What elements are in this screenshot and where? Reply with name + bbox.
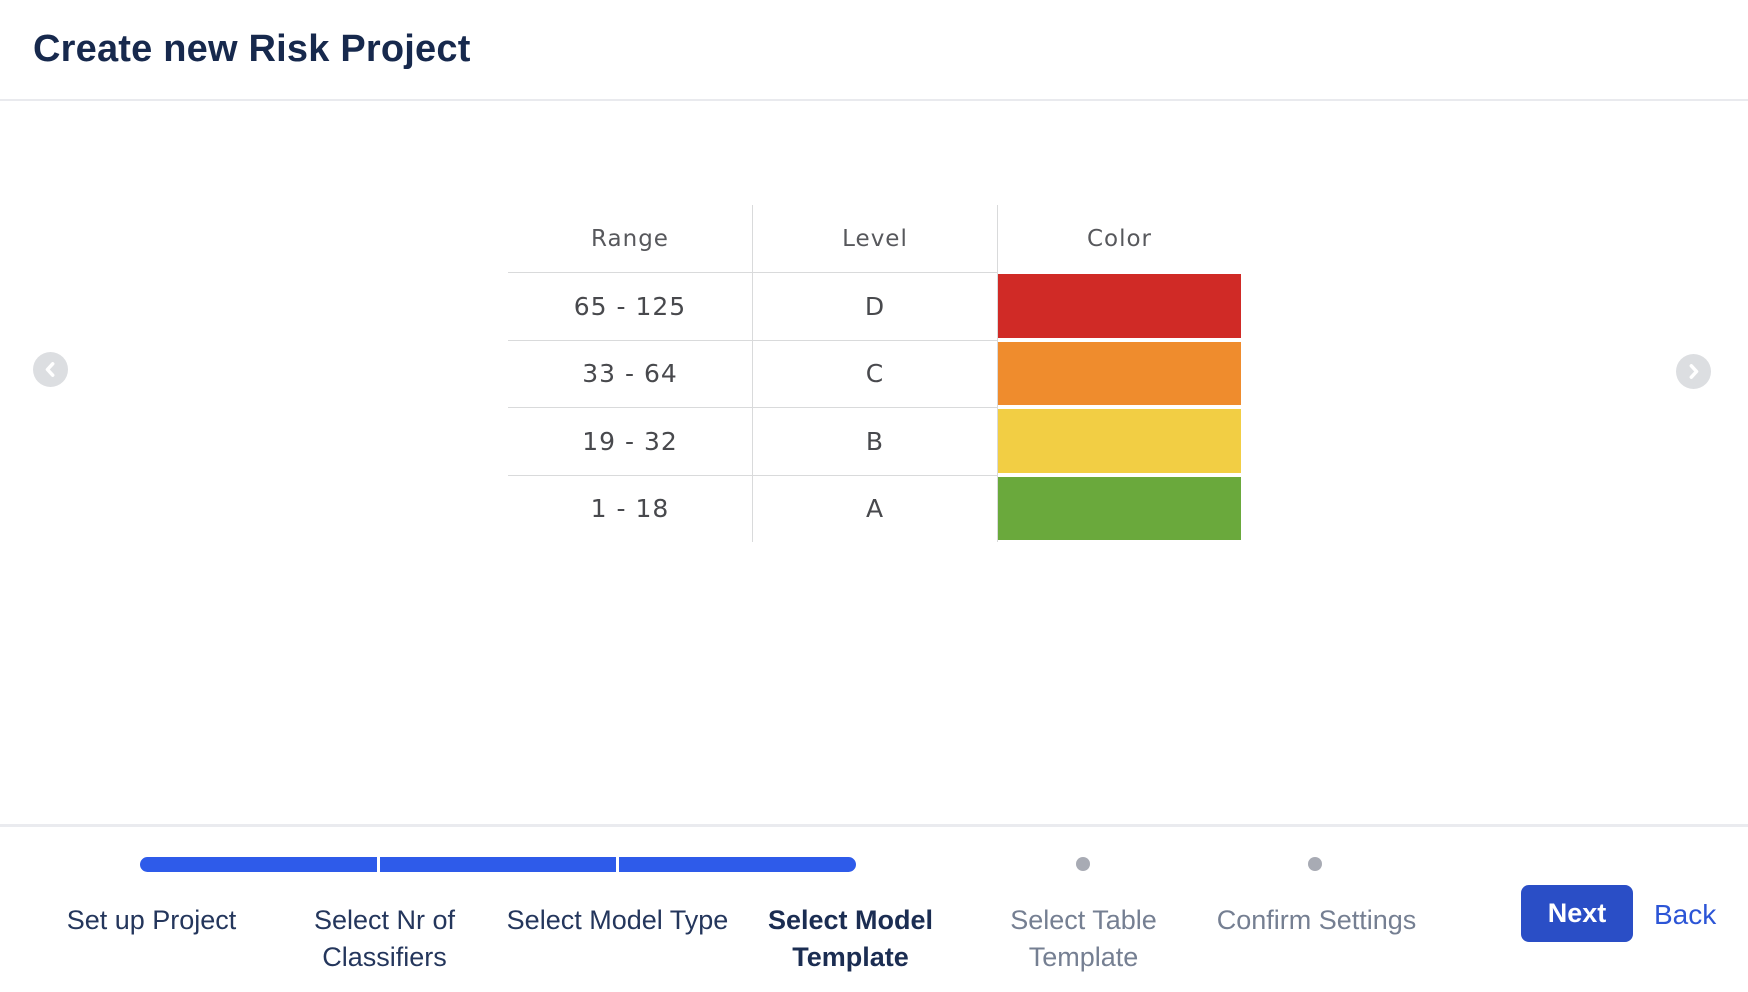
level-cell: B [752, 407, 997, 475]
header-divider [0, 99, 1748, 101]
level-cell: D [752, 272, 997, 340]
step-dot-select-table-template [1076, 857, 1090, 871]
color-cell [997, 339, 1241, 407]
back-link[interactable]: Back [1648, 898, 1722, 932]
range-cell: 19 - 32 [508, 407, 752, 475]
level-cell: A [752, 474, 997, 542]
chevron-left-icon [40, 359, 61, 380]
next-button[interactable]: Next [1521, 885, 1633, 942]
stepper-step-select-table-template[interactable]: Select Table Template [1010, 905, 1157, 972]
level-cell: C [752, 339, 997, 407]
column-header-color: Color [997, 205, 1241, 272]
color-cell [997, 407, 1241, 475]
stepper-step-select-nr-of-classifiers[interactable]: Select Nr of Classifiers [313, 905, 456, 972]
risk-color-swatch-c [998, 341, 1241, 405]
column-header-range: Range [591, 225, 669, 252]
stepper-step-confirm-settings[interactable]: Confirm Settings [1216, 905, 1417, 935]
risk-level-table: Range Level Color 65 - 125 D 33 - 64 C 1… [508, 205, 1241, 542]
range-cell: 33 - 64 [508, 339, 752, 408]
risk-color-swatch-b [998, 409, 1241, 473]
progress-segment [379, 857, 617, 872]
range-cell: 1 - 18 [508, 474, 752, 543]
progress-segment [619, 857, 857, 872]
range-cell: 65 - 125 [508, 272, 752, 340]
stepper-step-select-model-type[interactable]: Select Model Type [506, 905, 729, 935]
chevron-right-icon [1683, 361, 1704, 382]
risk-color-swatch-d [998, 274, 1241, 338]
page-title: Create new Risk Project [33, 28, 471, 70]
stepper-step-select-model-template[interactable]: Select Model Template [767, 905, 934, 972]
progress-segment [140, 857, 377, 872]
color-cell [997, 272, 1241, 340]
carousel-prev-button[interactable] [33, 352, 68, 387]
color-cell [997, 474, 1241, 542]
stepper-progress-bar [140, 857, 857, 872]
carousel-next-button[interactable] [1676, 354, 1711, 389]
stepper-step-set-up-project[interactable]: Set up Project [66, 905, 237, 935]
column-header-level: Level [752, 205, 997, 272]
step-dot-confirm-settings [1308, 857, 1322, 871]
risk-color-swatch-a [998, 476, 1241, 540]
footer-divider [0, 824, 1748, 827]
